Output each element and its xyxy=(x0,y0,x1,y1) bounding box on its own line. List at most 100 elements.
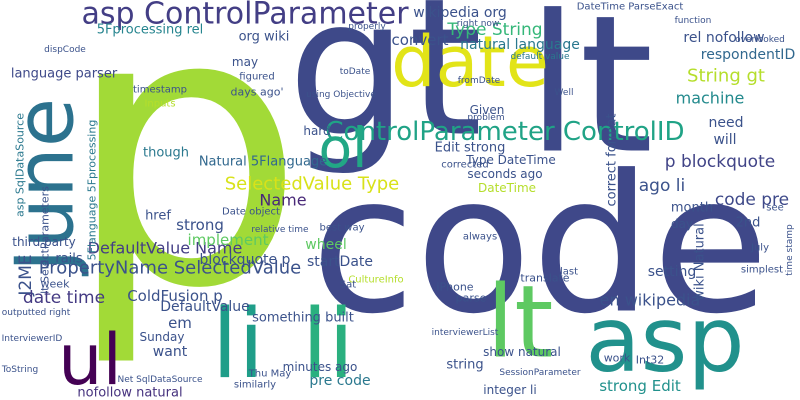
word: DateTime ParseExact xyxy=(577,2,684,13)
word: p xyxy=(64,0,305,372)
word: though xyxy=(143,146,189,161)
word: simplest xyxy=(741,265,783,276)
word: parse xyxy=(456,292,487,305)
word: ControlParameter ControlID xyxy=(325,117,684,147)
word: default value xyxy=(510,52,570,62)
word: Type String xyxy=(446,20,542,40)
word: string xyxy=(446,358,483,373)
word: Net SqlDataSource xyxy=(118,375,203,385)
word: similarly xyxy=(234,380,276,391)
word: ToString xyxy=(1,365,38,375)
word: function xyxy=(675,16,712,26)
word: iPhone xyxy=(436,281,473,294)
word: right now xyxy=(457,19,500,29)
word: lt xyxy=(526,0,653,196)
word: may xyxy=(232,55,258,69)
word: Edit strong xyxy=(435,141,506,156)
word: figured xyxy=(239,72,274,83)
word: startDate xyxy=(307,254,373,270)
word: asp xyxy=(585,288,744,393)
word: will xyxy=(713,132,736,148)
word: week xyxy=(41,278,71,291)
word: integer li xyxy=(483,383,536,397)
word: implement xyxy=(188,231,269,249)
word: blockquote p xyxy=(200,252,291,268)
word: minutes ago xyxy=(283,360,358,374)
word: relative time xyxy=(251,225,309,235)
word: problem xyxy=(467,113,504,123)
word: em xyxy=(168,314,192,332)
word: month xyxy=(671,201,713,216)
word: code pre xyxy=(715,190,789,210)
word: asp SqlDataSource xyxy=(14,113,27,217)
word: li xyxy=(212,290,265,400)
word: SelectedValue Type xyxy=(225,174,400,195)
word: day xyxy=(671,217,693,231)
word: strong xyxy=(176,216,224,234)
word: translate xyxy=(520,272,569,285)
word: p blockquote xyxy=(665,152,775,172)
word: DateTime xyxy=(478,181,536,195)
word: Thu May xyxy=(248,369,292,380)
word: SessionParameter xyxy=(499,368,580,378)
word: ago li xyxy=(639,176,685,196)
word: toDate xyxy=(340,67,371,77)
word: ul xyxy=(58,319,122,400)
word: days ago' xyxy=(231,86,284,99)
word: using Objective xyxy=(306,90,376,100)
word: corrected xyxy=(441,160,489,171)
word: InterviewerID xyxy=(2,334,63,344)
word: respondentID xyxy=(701,47,795,63)
word: Given xyxy=(470,103,505,117)
word: best way xyxy=(319,223,364,234)
word: interviewerList xyxy=(432,328,499,338)
word: gt xyxy=(287,0,482,179)
word: Sat xyxy=(340,280,356,291)
word: code xyxy=(311,135,769,356)
word: 5Fprocessing rel xyxy=(97,23,204,38)
word: seconds ago xyxy=(467,167,542,181)
word: ol xyxy=(319,116,368,180)
word: July xyxy=(750,243,769,254)
word: wiki Natural xyxy=(693,223,708,300)
word: language parser xyxy=(11,67,118,82)
word: always xyxy=(463,232,497,243)
word: Type DateTime xyxy=(465,153,555,167)
word: third party xyxy=(12,235,76,249)
word: fromDate xyxy=(458,76,501,86)
word: rel nofollow xyxy=(683,30,764,46)
word: Int32 xyxy=(636,354,665,367)
word: ColdFusion p xyxy=(127,287,223,305)
word: Inputs xyxy=(144,99,175,110)
word: J2ME xyxy=(16,254,36,296)
word: hard xyxy=(303,124,330,138)
word: overlooked xyxy=(735,35,785,45)
word: last xyxy=(560,267,578,278)
word: strong Edit xyxy=(599,377,681,395)
word: timestamp xyxy=(133,85,187,96)
word: machine xyxy=(676,89,745,108)
word: li xyxy=(302,290,355,400)
word: lt SelectParameters xyxy=(39,186,52,294)
word: Sunday xyxy=(140,330,185,344)
word: en wikipedia xyxy=(600,291,701,310)
word: see xyxy=(766,203,784,214)
word: href xyxy=(145,209,171,224)
word: DefaultValue xyxy=(160,299,250,315)
word: something built xyxy=(252,311,354,326)
word: time stamp xyxy=(785,224,795,276)
word: wheel xyxy=(305,237,346,253)
word: June xyxy=(0,98,92,277)
word: date xyxy=(391,21,549,103)
word: asp ControlParameter xyxy=(81,0,409,32)
word: Natural 5Flanguage xyxy=(199,155,327,170)
word: need xyxy=(709,115,744,131)
word: DefaultValue Name xyxy=(88,239,243,258)
word: Well xyxy=(555,88,574,98)
word: natural language xyxy=(460,37,580,53)
word: convert xyxy=(391,31,448,49)
word: correct format xyxy=(605,113,620,206)
word: dispCode xyxy=(44,45,86,55)
